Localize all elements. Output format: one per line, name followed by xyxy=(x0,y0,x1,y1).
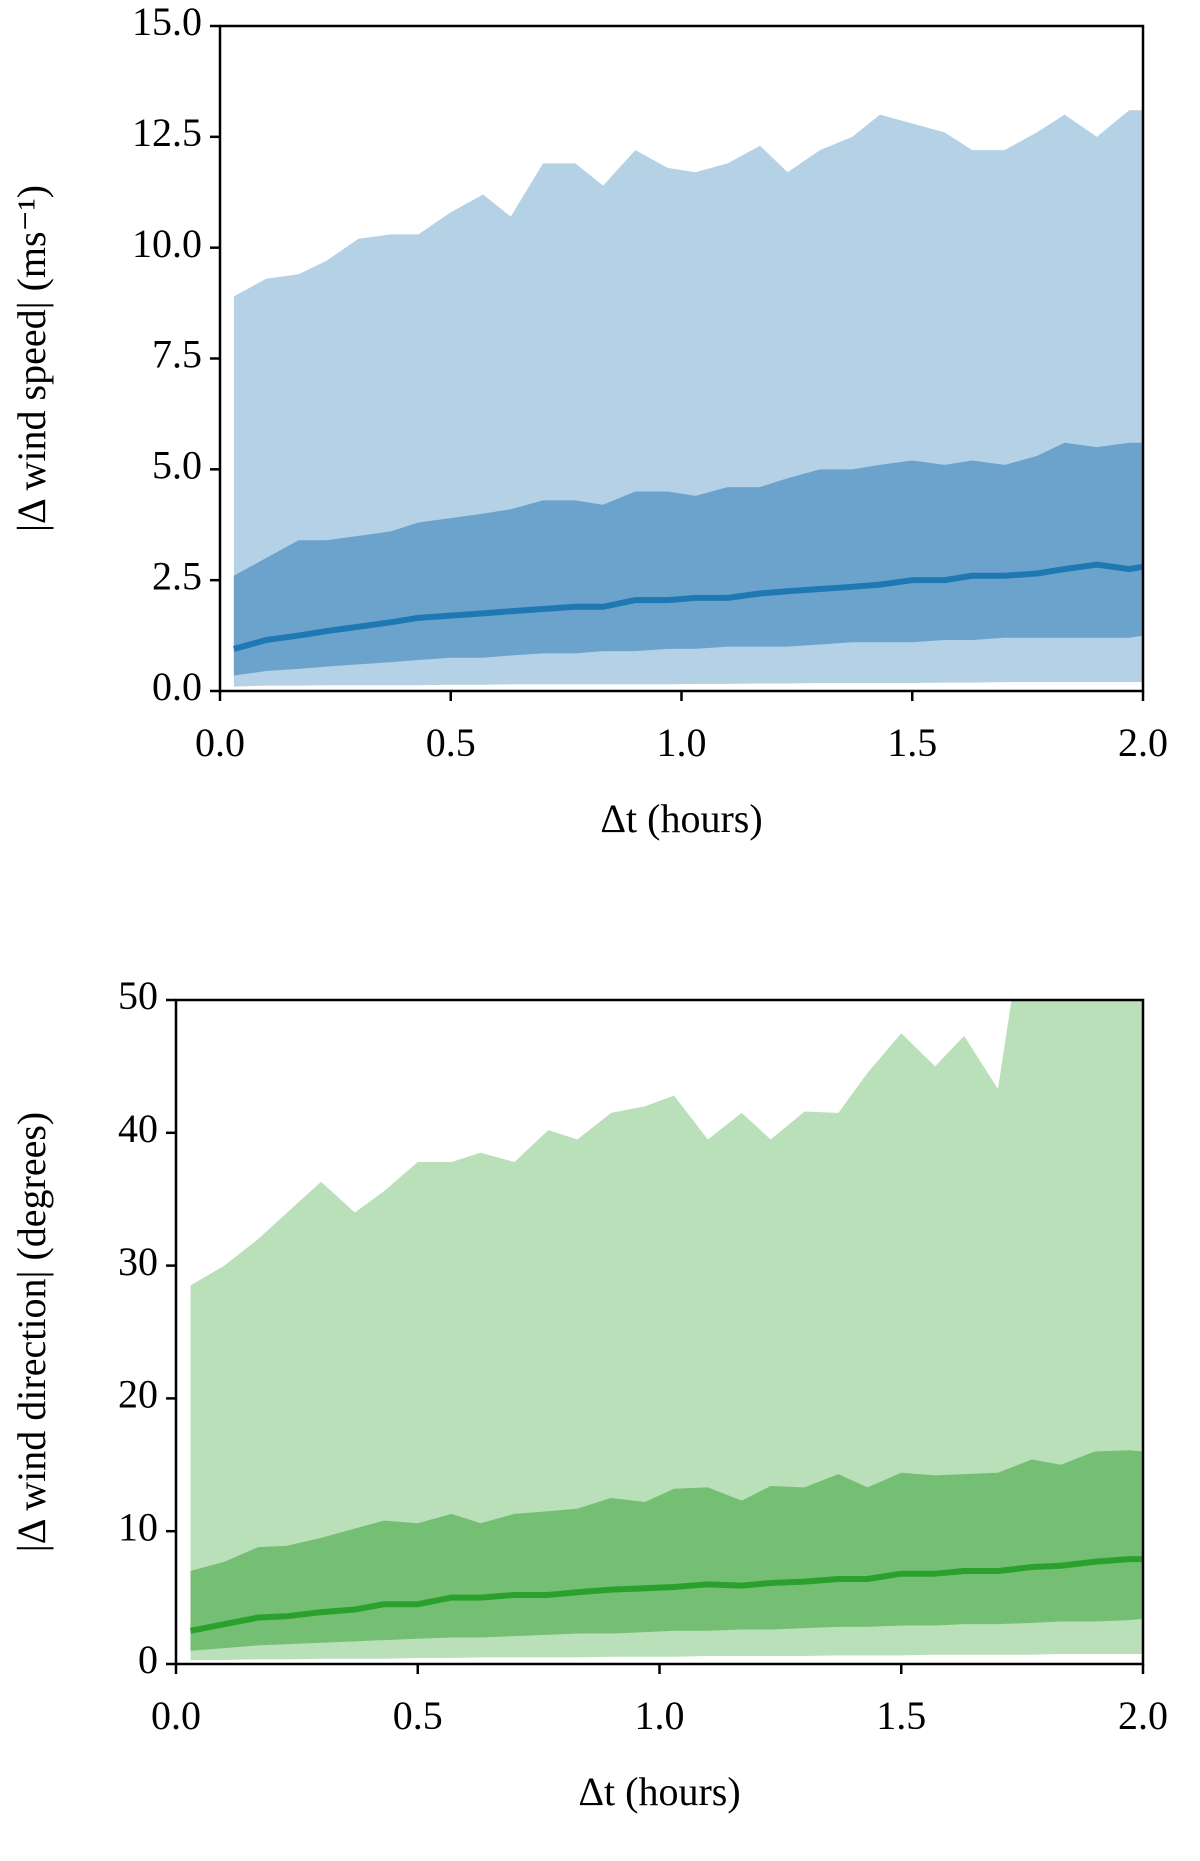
x-tick-label: 0.0 xyxy=(195,720,245,765)
y-tick-label: 15.0 xyxy=(132,0,202,44)
y-tick-label: 5.0 xyxy=(152,443,202,488)
y-axis-label: |Δ wind direction| (degrees) xyxy=(9,1112,54,1553)
y-tick-label: 10.0 xyxy=(132,221,202,266)
y-tick-label: 30 xyxy=(118,1239,158,1284)
x-tick-label: 0.0 xyxy=(151,1693,201,1738)
subplot: 0 10 20 30 40 50 0.0 0.5 1.0 1.5 2.0 Δt (hours) |Δ w… xyxy=(9,973,1168,1814)
subplot: 0.0 2.5 5.0 7.5 10.0 12.5 15.0 0.0 0.5 1.0 1.5 2.0 Δ… xyxy=(9,0,1168,841)
y-tick-label: 2.5 xyxy=(152,553,202,598)
plot-area xyxy=(189,1000,1143,1661)
y-tick-label: 50 xyxy=(118,973,158,1018)
x-tick-label: 2.0 xyxy=(1118,720,1168,765)
x-tick-label: 2.0 xyxy=(1118,1693,1168,1738)
x-tick-label: 1.5 xyxy=(887,720,937,765)
y-axis-label: |Δ wind speed| (ms⁻¹) xyxy=(9,185,54,532)
x-tick-label: 1.0 xyxy=(657,720,707,765)
y-tick-label: 20 xyxy=(118,1372,158,1417)
y-tick-label: 7.5 xyxy=(152,332,202,377)
y-tick-label: 12.5 xyxy=(132,110,202,155)
y-tick-label: 0.0 xyxy=(152,664,202,709)
x-tick-label: 1.0 xyxy=(635,1693,685,1738)
y-tick-label: 10 xyxy=(118,1504,158,1549)
y-tick-label: 40 xyxy=(118,1106,158,1151)
median-line xyxy=(233,561,1143,652)
x-tick-label: 0.5 xyxy=(426,720,476,765)
x-tick-label: 0.5 xyxy=(393,1693,443,1738)
x-axis-label: Δt (hours) xyxy=(578,1769,740,1814)
y-tick-label: 0 xyxy=(138,1637,158,1682)
plot-area xyxy=(233,110,1143,687)
x-tick-label: 1.5 xyxy=(876,1693,926,1738)
median-line xyxy=(189,1556,1143,1634)
x-axis-label: Δt (hours) xyxy=(600,796,762,841)
